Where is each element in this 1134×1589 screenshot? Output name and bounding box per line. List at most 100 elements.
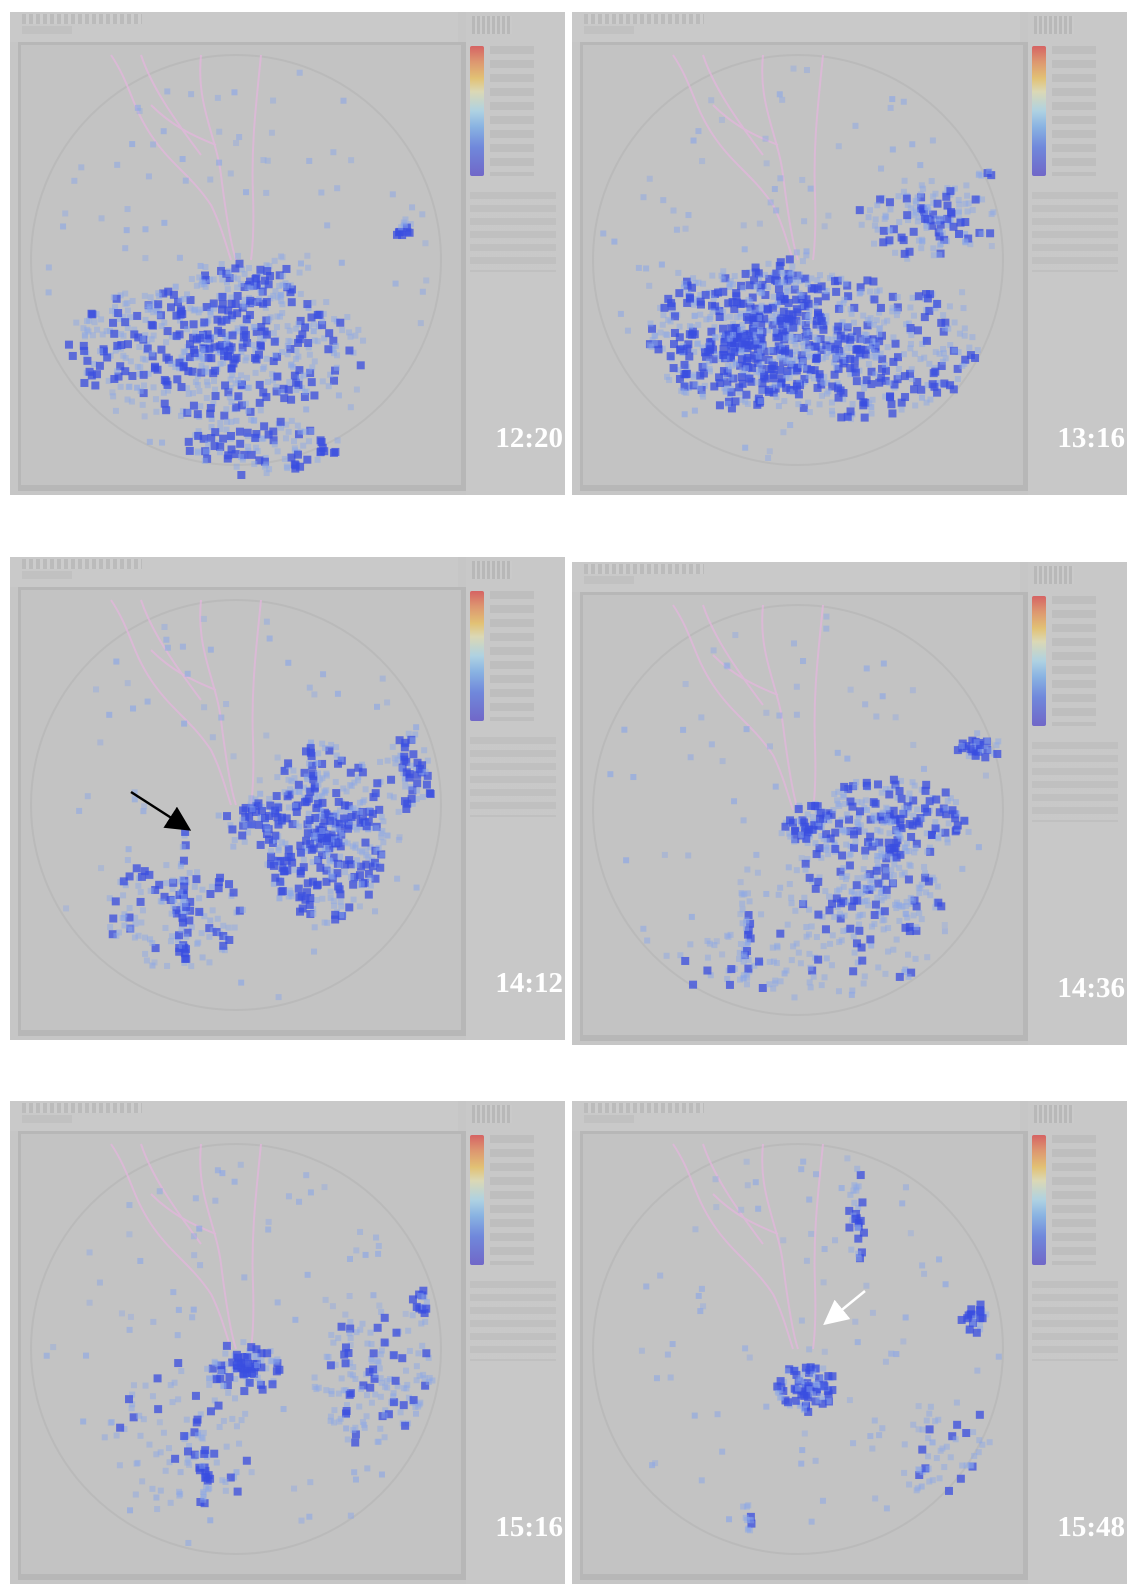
echo-pixel	[758, 387, 765, 394]
echo-pixel	[908, 821, 917, 830]
echo-pixel	[719, 332, 726, 339]
echo-pixel	[178, 942, 185, 949]
echo-pixel	[851, 368, 860, 377]
echo-pixel	[878, 355, 887, 364]
echo-pixel	[322, 810, 331, 819]
echo-pixel	[861, 331, 868, 338]
echo-pixel	[810, 813, 817, 820]
echo-pixel	[308, 761, 317, 770]
echo-pixel	[392, 230, 401, 239]
echo-pixel	[386, 1376, 393, 1383]
echo-pixel	[874, 226, 881, 233]
echo-pixel	[932, 348, 939, 355]
echo-pixel	[937, 828, 944, 835]
echo-pixel	[258, 1385, 267, 1394]
echo-pixel	[298, 1517, 305, 1524]
echo-pixel	[720, 314, 727, 321]
echo-pixel	[817, 317, 826, 326]
echo-pixel	[137, 364, 144, 371]
echo-pixel	[777, 884, 784, 891]
echo-pixel	[967, 241, 974, 248]
echo-pixel	[373, 1323, 382, 1332]
echo-pixel	[969, 334, 976, 341]
echo-pixel	[262, 393, 271, 402]
echo-pixel	[732, 323, 741, 332]
echo-pixel	[841, 330, 848, 337]
echo-pixel	[850, 356, 859, 365]
echo-pixel	[180, 949, 189, 958]
radar-map	[18, 587, 469, 1036]
echo-pixel	[880, 660, 887, 667]
header-text	[584, 564, 704, 574]
echo-pixel	[345, 1390, 354, 1399]
echo-pixel	[645, 340, 654, 349]
echo-pixel	[116, 1462, 123, 1469]
echo-pixel	[770, 293, 777, 300]
echo-pixel	[962, 230, 969, 237]
echo-pixel	[279, 310, 286, 317]
echo-pixel	[847, 306, 854, 313]
echo-pixel	[643, 1283, 650, 1290]
echo-pixel	[390, 794, 397, 801]
echo-pixel	[284, 759, 293, 768]
radar-panel-4: 14:36	[572, 562, 1127, 1045]
echo-pixel	[909, 141, 916, 148]
echo-pixel	[703, 966, 712, 975]
echo-pixel	[741, 362, 750, 371]
echo-pixel	[136, 897, 145, 906]
echo-pixel	[958, 742, 965, 749]
echo-pixel	[960, 816, 969, 825]
echo-pixel	[327, 858, 334, 865]
echo-pixel	[786, 881, 793, 888]
echo-pixel	[296, 462, 305, 471]
echo-pixel	[831, 844, 840, 853]
echo-pixel	[210, 276, 217, 283]
echo-pixel	[931, 367, 940, 376]
echo-pixel	[810, 366, 819, 375]
echo-pixel	[105, 377, 112, 384]
echo-pixel	[247, 801, 254, 808]
color-scale-bar	[1032, 1135, 1046, 1265]
echo-pixel	[330, 376, 339, 385]
echo-pixel	[422, 1304, 431, 1313]
echo-pixel	[963, 1462, 970, 1469]
legend-title	[472, 16, 512, 34]
echo-pixel	[776, 712, 783, 719]
echo-pixel	[796, 334, 803, 341]
echo-pixel	[205, 440, 212, 447]
echo-pixel	[134, 1459, 141, 1466]
echo-pixel	[866, 207, 873, 214]
echo-pixel	[311, 691, 318, 698]
echo-pixel	[849, 782, 858, 791]
echo-pixel	[824, 350, 831, 357]
echo-pixel	[195, 333, 204, 342]
echo-pixel	[201, 457, 208, 464]
echo-pixel	[197, 368, 206, 377]
echo-pixel	[377, 1425, 384, 1432]
echo-pixel	[258, 1357, 265, 1364]
echo-pixel	[739, 326, 746, 333]
echo-pixel	[351, 779, 358, 786]
echo-pixel	[897, 903, 904, 910]
echo-pixel	[307, 313, 316, 322]
echo-pixel	[869, 335, 878, 344]
echo-pixel	[333, 859, 342, 868]
echo-pixel	[402, 804, 411, 813]
echo-pixel	[923, 889, 930, 896]
echo-pixel	[347, 1341, 354, 1348]
echo-pixel	[311, 321, 318, 328]
echo-pixel	[169, 1399, 176, 1406]
echo-pixel	[167, 1499, 174, 1506]
echo-pixel	[347, 1318, 354, 1325]
echo-pixel	[322, 877, 331, 886]
echo-pixel	[884, 344, 891, 351]
echo-pixel	[323, 845, 330, 852]
echo-pixel	[354, 806, 361, 813]
echo-pixel	[384, 1410, 393, 1419]
echo-pixel	[254, 1374, 261, 1381]
echo-pixel	[739, 900, 746, 907]
echo-pixel	[826, 893, 833, 900]
echo-pixel	[182, 177, 189, 184]
echo-pixel	[736, 389, 743, 396]
echo-pixel	[692, 381, 699, 388]
